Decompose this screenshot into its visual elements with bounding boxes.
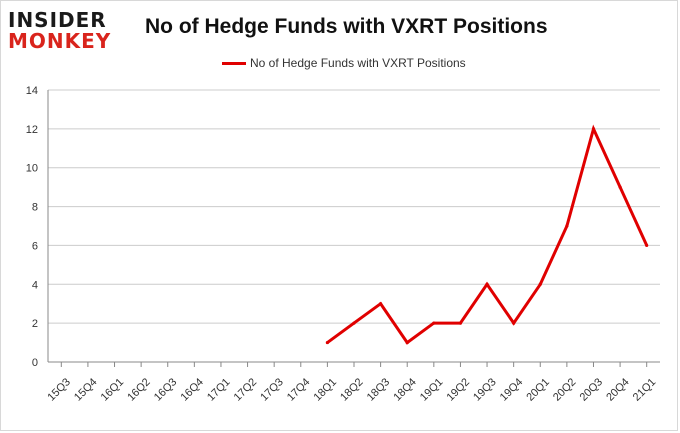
x-tick-label: 20Q1 (524, 376, 552, 404)
x-tick-label: 15Q3 (45, 376, 73, 404)
x-tick-label: 17Q2 (232, 376, 260, 404)
x-tick-label: 19Q3 (471, 376, 499, 404)
x-tick-label: 16Q1 (99, 376, 127, 404)
x-tick-label: 17Q4 (285, 376, 313, 404)
y-tick-label: 0 (32, 357, 38, 369)
x-tick-label: 18Q2 (338, 376, 366, 404)
legend-label: No of Hedge Funds with VXRT Positions (250, 56, 466, 70)
data-point (512, 321, 516, 325)
y-tick-label: 2 (32, 318, 38, 330)
series-layer (325, 124, 649, 345)
x-tick-label: 19Q4 (498, 376, 526, 404)
x-tick-label: 21Q1 (631, 376, 659, 404)
data-point (538, 282, 542, 286)
y-tick-label: 8 (32, 202, 38, 214)
data-point (352, 321, 356, 325)
data-point (405, 340, 409, 345)
x-tick-label: 17Q3 (258, 376, 286, 404)
x-tick-label: 20Q4 (604, 376, 632, 404)
chart-title: No of Hedge Funds with VXRT Positions (145, 15, 548, 38)
axes (47, 90, 660, 367)
x-tick-label: 16Q4 (178, 376, 206, 404)
y-tick-label: 14 (26, 85, 38, 97)
x-tick-label: 17Q1 (205, 376, 233, 404)
x-tick-label: 19Q2 (445, 376, 473, 404)
data-point (618, 185, 622, 189)
logo-line-1: INSIDER (8, 8, 107, 32)
x-tick-label: 18Q3 (365, 376, 393, 404)
x-tick-label: 18Q4 (391, 376, 419, 404)
legend-swatch (222, 61, 246, 65)
series-line (326, 124, 649, 345)
x-tick-label: 18Q1 (312, 376, 340, 404)
data-point (591, 127, 596, 131)
legend: No of Hedge Funds with VXRT Positions (222, 55, 466, 71)
data-point (379, 302, 383, 306)
y-tick-label: 4 (32, 279, 38, 291)
x-tick-label: 19Q1 (418, 376, 446, 404)
data-point (485, 282, 489, 286)
data-point (565, 224, 569, 228)
y-tick-label: 10 (26, 163, 38, 175)
y-tick-label: 12 (26, 124, 38, 136)
data-point (325, 340, 329, 345)
data-point (432, 321, 436, 325)
x-tick-labels: 15Q3 15Q4 16Q1 16Q2 16Q3 16Q4 17Q1 17Q2 17Q3 17Q4… (45, 376, 658, 404)
data-point (458, 321, 463, 325)
x-tick-label: 16Q3 (152, 376, 180, 404)
y-tick-label: 6 (32, 240, 38, 252)
x-tick-label: 16Q2 (125, 376, 153, 404)
insider-monkey-logo: INSIDER MONKEY (8, 10, 128, 58)
data-point (645, 243, 649, 248)
y-tick-labels: 0 2 4 6 8 10 12 14 (26, 85, 38, 369)
grid-lines (48, 89, 660, 324)
x-tick-label: 20Q3 (578, 376, 606, 404)
x-tick-label: 15Q4 (72, 376, 100, 404)
logo-line-2: MONKEY (8, 29, 112, 53)
x-tick-label: 20Q2 (551, 376, 579, 404)
